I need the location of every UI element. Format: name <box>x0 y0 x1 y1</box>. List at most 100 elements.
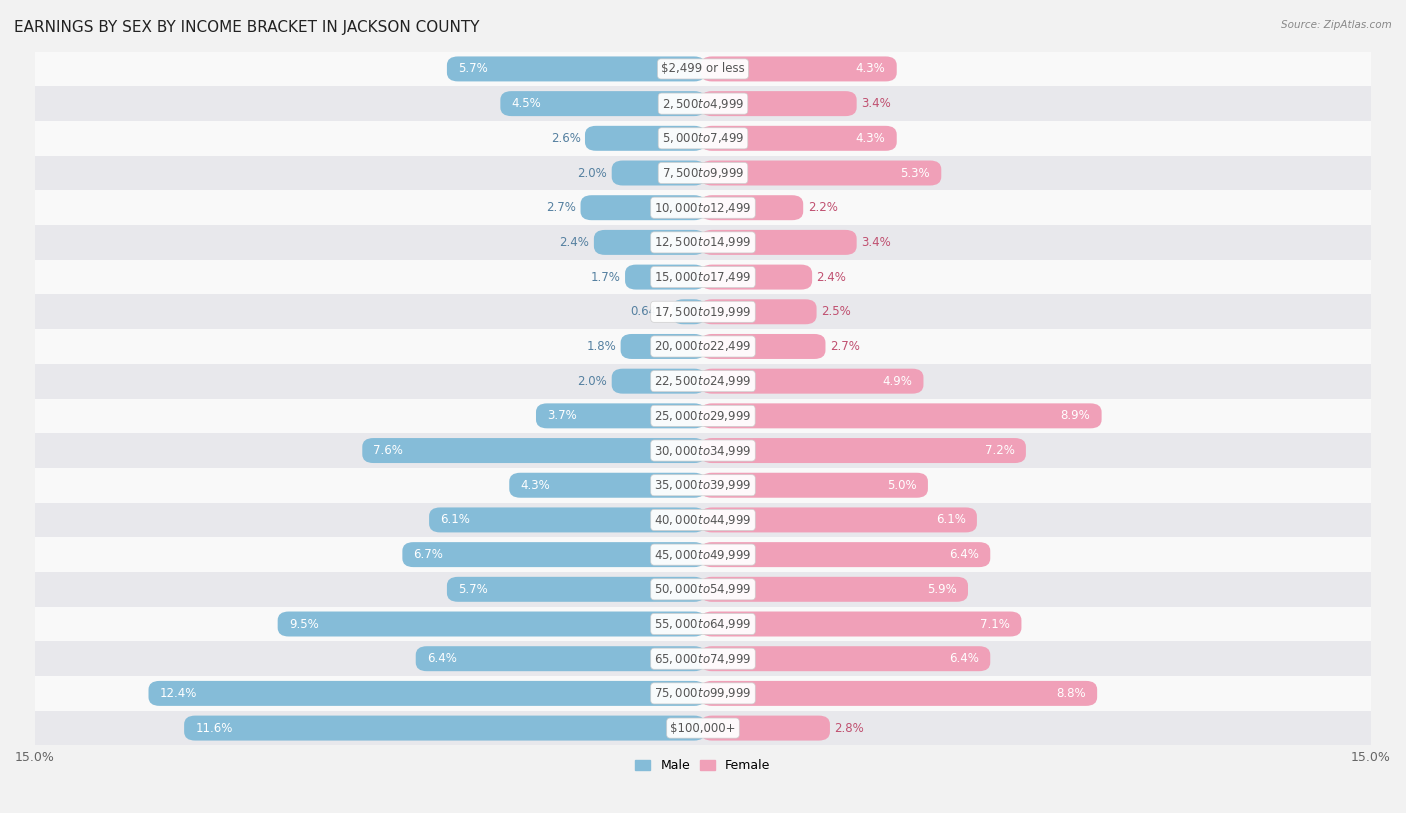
FancyBboxPatch shape <box>447 577 706 602</box>
Text: $20,000 to $22,499: $20,000 to $22,499 <box>654 340 752 354</box>
Text: $12,500 to $14,999: $12,500 to $14,999 <box>654 236 752 250</box>
Text: 8.9%: 8.9% <box>1060 410 1091 422</box>
Bar <box>35 155 1371 190</box>
FancyBboxPatch shape <box>581 195 706 220</box>
FancyBboxPatch shape <box>700 195 803 220</box>
Text: 2.4%: 2.4% <box>560 236 589 249</box>
Text: $55,000 to $64,999: $55,000 to $64,999 <box>654 617 752 631</box>
FancyBboxPatch shape <box>700 542 990 567</box>
Text: 6.4%: 6.4% <box>949 652 979 665</box>
Text: $30,000 to $34,999: $30,000 to $34,999 <box>654 444 752 458</box>
Text: $100,000+: $100,000+ <box>671 722 735 735</box>
FancyBboxPatch shape <box>593 230 706 255</box>
FancyBboxPatch shape <box>509 472 706 498</box>
Text: 5.9%: 5.9% <box>927 583 957 596</box>
Text: 5.3%: 5.3% <box>900 167 931 180</box>
Text: 6.7%: 6.7% <box>413 548 443 561</box>
FancyBboxPatch shape <box>700 160 941 185</box>
Text: 6.4%: 6.4% <box>427 652 457 665</box>
Bar <box>35 606 1371 641</box>
Text: 5.7%: 5.7% <box>458 63 488 76</box>
FancyBboxPatch shape <box>700 715 830 741</box>
Text: 0.64%: 0.64% <box>630 305 668 318</box>
FancyBboxPatch shape <box>585 126 706 150</box>
Bar <box>35 86 1371 121</box>
FancyBboxPatch shape <box>429 507 706 533</box>
Text: 6.4%: 6.4% <box>949 548 979 561</box>
FancyBboxPatch shape <box>700 56 897 81</box>
FancyBboxPatch shape <box>363 438 706 463</box>
Bar <box>35 190 1371 225</box>
Bar <box>35 294 1371 329</box>
Text: 4.5%: 4.5% <box>512 97 541 110</box>
Text: 2.7%: 2.7% <box>830 340 860 353</box>
FancyBboxPatch shape <box>700 577 967 602</box>
Bar <box>35 641 1371 676</box>
Bar <box>35 51 1371 86</box>
FancyBboxPatch shape <box>612 368 706 393</box>
FancyBboxPatch shape <box>626 264 706 289</box>
Text: $65,000 to $74,999: $65,000 to $74,999 <box>654 652 752 666</box>
FancyBboxPatch shape <box>700 472 928 498</box>
Bar <box>35 329 1371 363</box>
Bar <box>35 468 1371 502</box>
Text: $15,000 to $17,499: $15,000 to $17,499 <box>654 270 752 284</box>
Bar <box>35 363 1371 398</box>
FancyBboxPatch shape <box>700 438 1026 463</box>
Text: $25,000 to $29,999: $25,000 to $29,999 <box>654 409 752 423</box>
Text: 2.2%: 2.2% <box>807 201 838 214</box>
Text: $2,499 or less: $2,499 or less <box>661 63 745 76</box>
FancyBboxPatch shape <box>612 160 706 185</box>
Text: 12.4%: 12.4% <box>160 687 197 700</box>
FancyBboxPatch shape <box>416 646 706 672</box>
Text: 7.2%: 7.2% <box>984 444 1015 457</box>
Text: $10,000 to $12,499: $10,000 to $12,499 <box>654 201 752 215</box>
FancyBboxPatch shape <box>700 403 1102 428</box>
FancyBboxPatch shape <box>700 264 813 289</box>
Bar <box>35 225 1371 259</box>
Bar <box>35 121 1371 155</box>
Text: 3.4%: 3.4% <box>860 236 891 249</box>
Text: $50,000 to $54,999: $50,000 to $54,999 <box>654 582 752 596</box>
FancyBboxPatch shape <box>700 507 977 533</box>
FancyBboxPatch shape <box>700 230 856 255</box>
Text: 9.5%: 9.5% <box>288 618 319 631</box>
Bar <box>35 398 1371 433</box>
Text: 2.6%: 2.6% <box>551 132 581 145</box>
Text: 2.7%: 2.7% <box>546 201 576 214</box>
Text: 2.0%: 2.0% <box>578 167 607 180</box>
Text: 11.6%: 11.6% <box>195 722 232 735</box>
Bar <box>35 572 1371 606</box>
Text: 5.0%: 5.0% <box>887 479 917 492</box>
FancyBboxPatch shape <box>700 126 897 150</box>
Text: 4.3%: 4.3% <box>856 132 886 145</box>
Bar <box>35 676 1371 711</box>
Legend: Male, Female: Male, Female <box>630 754 776 777</box>
Text: 7.1%: 7.1% <box>980 618 1011 631</box>
FancyBboxPatch shape <box>536 403 706 428</box>
FancyBboxPatch shape <box>700 299 817 324</box>
FancyBboxPatch shape <box>501 91 706 116</box>
Text: 5.7%: 5.7% <box>458 583 488 596</box>
FancyBboxPatch shape <box>700 646 990 672</box>
Text: 4.9%: 4.9% <box>883 375 912 388</box>
FancyBboxPatch shape <box>620 334 706 359</box>
Text: $17,500 to $19,999: $17,500 to $19,999 <box>654 305 752 319</box>
FancyBboxPatch shape <box>149 681 706 706</box>
Text: 4.3%: 4.3% <box>520 479 550 492</box>
FancyBboxPatch shape <box>700 611 1021 637</box>
FancyBboxPatch shape <box>700 368 924 393</box>
Bar <box>35 259 1371 294</box>
Text: 2.0%: 2.0% <box>578 375 607 388</box>
Text: 1.8%: 1.8% <box>586 340 616 353</box>
Text: 3.4%: 3.4% <box>860 97 891 110</box>
Text: $2,500 to $4,999: $2,500 to $4,999 <box>662 97 744 111</box>
Text: $5,000 to $7,499: $5,000 to $7,499 <box>662 132 744 146</box>
FancyBboxPatch shape <box>700 681 1097 706</box>
FancyBboxPatch shape <box>447 56 706 81</box>
Bar <box>35 711 1371 746</box>
Bar <box>35 433 1371 468</box>
FancyBboxPatch shape <box>184 715 706 741</box>
Text: 8.8%: 8.8% <box>1056 687 1085 700</box>
Text: 2.5%: 2.5% <box>821 305 851 318</box>
